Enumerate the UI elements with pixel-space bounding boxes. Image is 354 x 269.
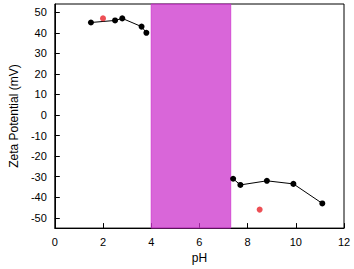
svg-text:-20: -20 [31,150,47,162]
svg-text:-30: -30 [31,171,47,183]
svg-text:0: 0 [41,109,47,121]
svg-text:2: 2 [100,236,106,248]
svg-text:Zeta Potential (mV): Zeta Potential (mV) [7,64,21,167]
svg-text:10: 10 [35,88,47,100]
svg-text:-50: -50 [31,212,47,224]
svg-text:8: 8 [245,236,251,248]
svg-text:20: 20 [35,68,47,80]
svg-text:12: 12 [338,236,350,248]
svg-text:-40: -40 [31,191,47,203]
svg-text:4: 4 [148,236,154,248]
svg-text:10: 10 [290,236,302,248]
svg-text:-10: -10 [31,130,47,142]
svg-text:pH: pH [192,251,207,265]
svg-text:6: 6 [196,236,202,248]
svg-text:30: 30 [35,47,47,59]
svg-text:0: 0 [52,236,58,248]
svg-text:50: 50 [35,6,47,18]
svg-text:40: 40 [35,27,47,39]
